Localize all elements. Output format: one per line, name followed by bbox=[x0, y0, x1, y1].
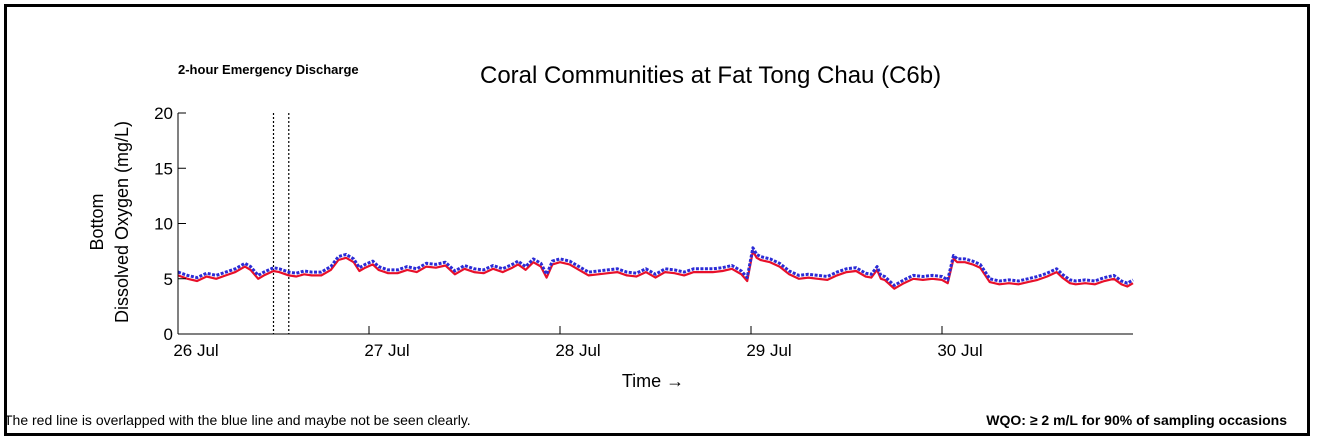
x-tick-label: 26 Jul bbox=[173, 341, 218, 360]
chart-title: Coral Communities at Fat Tong Chau (C6b) bbox=[480, 62, 942, 89]
x-axis-label: Time → bbox=[622, 371, 684, 391]
x-tick-label: 30 Jul bbox=[937, 341, 982, 360]
y-tick-label: 10 bbox=[154, 215, 173, 234]
wqo-note: WQO: ≥ 2 m/L for 90% of sampling occasio… bbox=[986, 412, 1287, 428]
series-line-red bbox=[177, 250, 1134, 290]
series-line-blue bbox=[177, 246, 1134, 287]
x-tick-label: 27 Jul bbox=[364, 341, 409, 360]
x-tick-label: 28 Jul bbox=[555, 341, 600, 360]
y-axis-label-do: Dissolved Oxygen (mg/L) bbox=[112, 121, 132, 323]
chart-frame bbox=[4, 4, 1310, 436]
x-tick-label: 29 Jul bbox=[746, 341, 791, 360]
y-axis-label-bottom: Bottom bbox=[87, 193, 107, 250]
y-tick-label: 0 bbox=[164, 325, 173, 344]
emergency-discharge-label: 2-hour Emergency Discharge bbox=[178, 62, 359, 77]
y-tick-label: 20 bbox=[154, 104, 173, 123]
y-tick-label: 15 bbox=[154, 159, 173, 178]
y-tick-label: 5 bbox=[164, 270, 173, 289]
footer-note: The red line is overlapped with the blue… bbox=[4, 412, 471, 428]
